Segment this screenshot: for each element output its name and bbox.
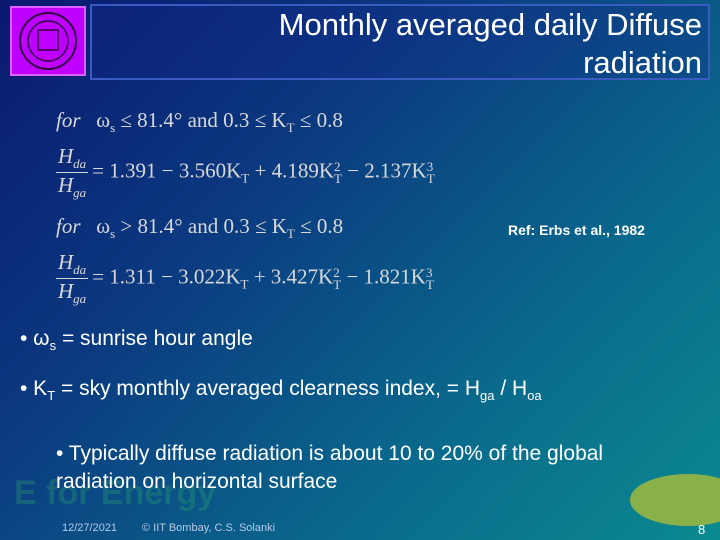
slide-title: Monthly averaged daily Diffuse radiation	[90, 4, 710, 80]
subscript: s	[110, 226, 116, 242]
text-part: − 2.137K	[347, 158, 427, 183]
text-part: = sky monthly averaged clearness index, …	[61, 377, 481, 400]
subscript: ga	[480, 388, 495, 404]
reference: Ref: Erbs et al., 1982	[508, 222, 645, 238]
subscript: s	[49, 338, 57, 354]
text-part: H	[58, 250, 74, 274]
note: • Typically diffuse radiation is about 1…	[56, 442, 604, 493]
text-part: 2	[333, 264, 340, 280]
bullet: • ωs = sunrise hour angle	[20, 327, 253, 353]
text-part: ≤ 0.8	[299, 108, 343, 132]
decor-oval	[630, 474, 720, 526]
subscript: T	[241, 170, 250, 186]
subscript: da	[73, 156, 87, 172]
text-part: / H	[500, 377, 528, 400]
text-part: > 81.4° and 0.3 ≤ K	[120, 214, 287, 238]
logo	[10, 6, 86, 76]
text-part: T	[425, 276, 434, 292]
subscript: T	[47, 388, 56, 404]
group: Hda	[56, 250, 89, 280]
subscript: da	[73, 262, 87, 278]
group: Hda	[56, 144, 89, 174]
subscript: ga	[73, 185, 87, 201]
subscript: oa	[527, 388, 542, 404]
text-part: = 1.311 − 3.022K	[92, 264, 241, 289]
group: Hga	[56, 173, 88, 201]
text-part: H	[58, 144, 74, 168]
fraction: Hda Hga	[56, 144, 89, 201]
text-part: T	[333, 276, 342, 292]
group: Hga	[56, 279, 88, 307]
text-part: ≤ 81.4° and 0.3 ≤ K	[120, 108, 287, 132]
text-part: • ω	[20, 327, 50, 350]
fraction: Hda Hga	[56, 250, 89, 307]
subscript: s	[110, 120, 116, 136]
text-part: H	[58, 173, 74, 198]
text-part: ≤ 0.8	[300, 214, 344, 238]
condition: for ωs > 81.4° and 0.3 ≤ KT ≤ 0.8	[56, 214, 343, 242]
text-part: 3	[425, 264, 433, 280]
text-part: + 4.189K	[254, 158, 334, 183]
text-part: = 1.391 − 3.560K	[92, 158, 242, 183]
subscript: T	[286, 226, 295, 242]
text-part: for	[56, 214, 81, 238]
text-part: 3	[426, 158, 434, 174]
text-part: ω	[96, 108, 111, 132]
text-part: + 3.427K	[253, 264, 334, 289]
text-part: = sunrise hour angle	[61, 327, 253, 350]
subscript: T	[286, 120, 295, 136]
text-part: − 1.821K	[346, 264, 426, 289]
footer-copyright: © IIT Bombay, C.S. Solanki	[142, 522, 276, 534]
text-part: T	[334, 170, 342, 186]
subscript: T	[240, 276, 249, 292]
text-part: ω	[96, 214, 111, 238]
title-line: radiation	[583, 45, 702, 80]
footer-date: 12/27/2021	[62, 522, 118, 534]
text-part: for	[56, 108, 81, 132]
text-part: • K	[20, 377, 48, 400]
page-number: 8	[698, 522, 706, 537]
equation: Hda Hga = 1.391 − 3.560KT + 4.189K 2 T − 2.1…	[56, 144, 435, 201]
watermark: E for Energy	[14, 474, 217, 512]
bullet: • KT = sky monthly averaged clearness in…	[20, 377, 542, 403]
title-line: Monthly averaged daily Diffuse	[278, 7, 702, 42]
equation: Hda Hga = 1.311 − 3.022KT + 3.427K 2 T − 1.8…	[56, 250, 434, 307]
text-part: H	[58, 279, 74, 304]
subscript: ga	[73, 291, 87, 307]
text-part: 2	[334, 158, 341, 174]
condition: for ωs ≤ 81.4° and 0.3 ≤ KT ≤ 0.8	[56, 108, 343, 136]
text-part: T	[426, 170, 435, 186]
